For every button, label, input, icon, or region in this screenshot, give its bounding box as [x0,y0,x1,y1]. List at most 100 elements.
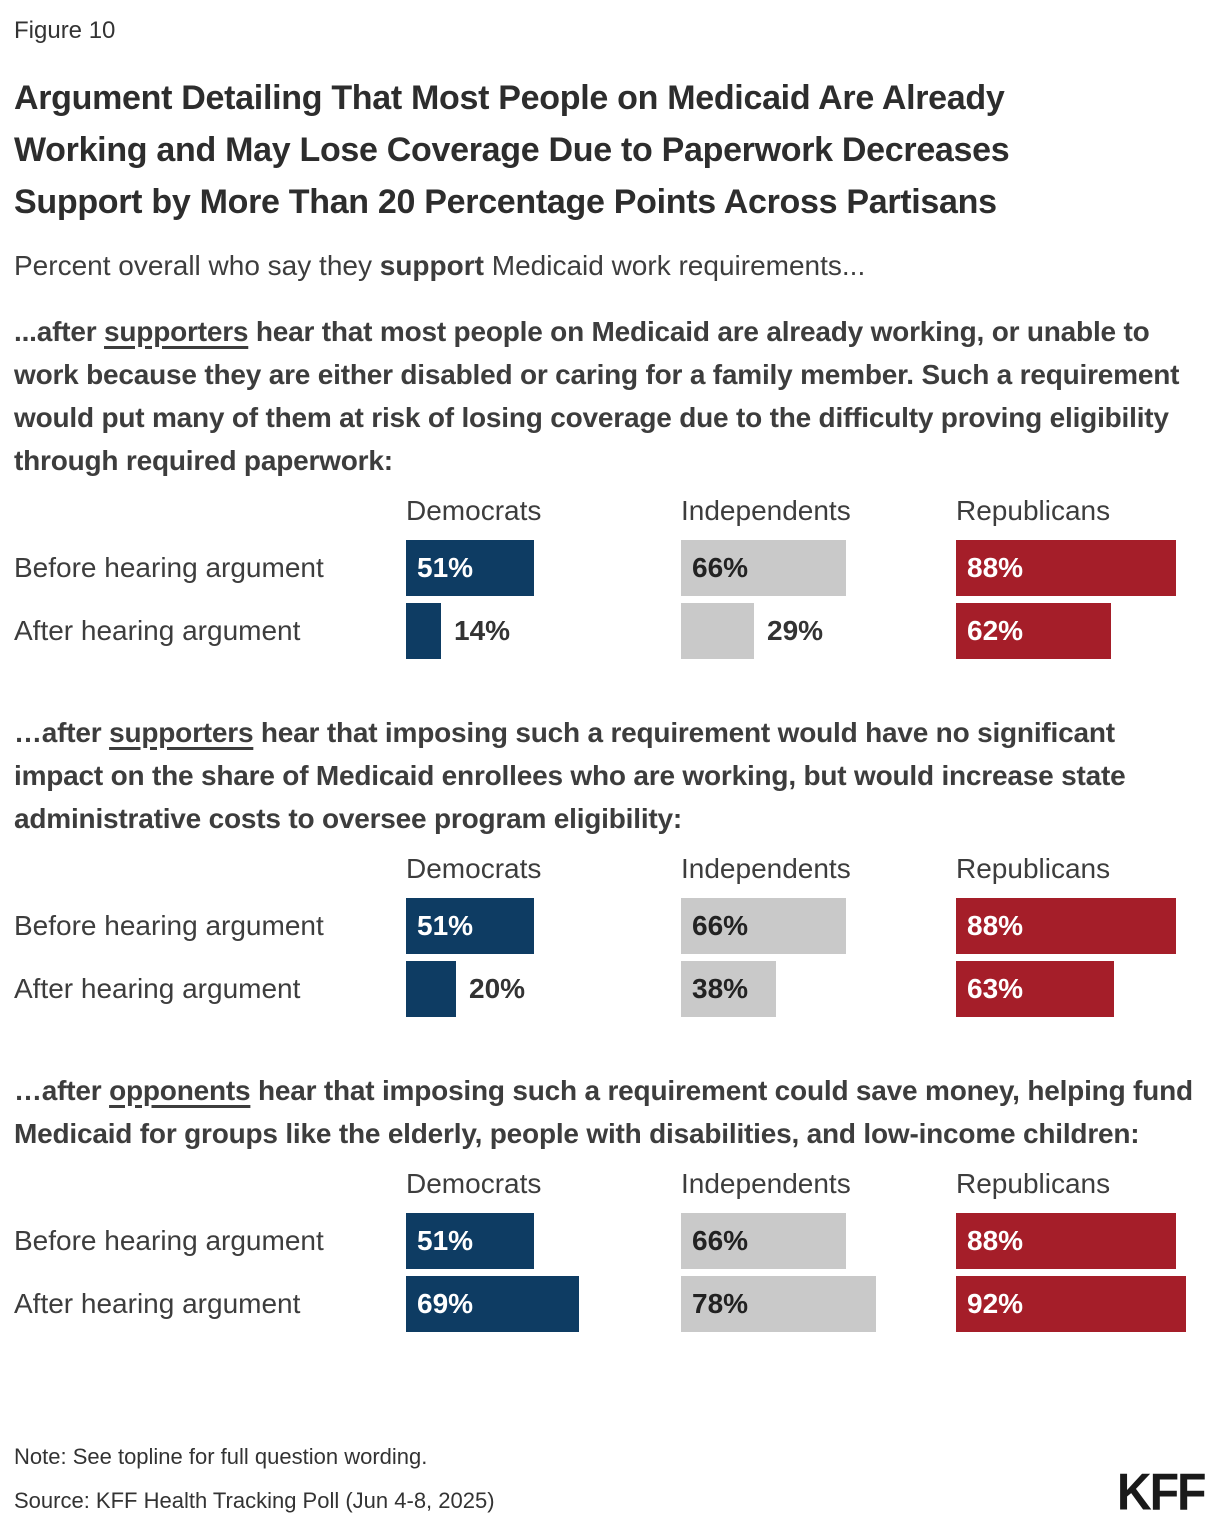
header-spacer [14,1167,406,1201]
republican-bar: 92% [956,1276,1186,1332]
independent-bar: 38% [681,961,776,1017]
bar-value-label: 66% [692,910,749,941]
bar-value-label: 62% [967,615,1024,646]
bar-value-label: 88% [967,1225,1024,1256]
kff-logo[interactable]: KFF [1116,1462,1206,1521]
republican-bar: 62% [956,603,1111,659]
party-headers: Democrats Independents Republicans [14,1167,1206,1201]
intro-text: hear that imposing such a requirement co… [14,1075,1193,1149]
row-label: After hearing argument [14,1288,301,1319]
argument-intro: …after supporters hear that imposing suc… [14,711,1206,840]
party-headers: Democrats Independents Republicans [14,852,1206,886]
intro-underlined-word: supporters [109,717,254,748]
header-spacer [14,852,406,886]
bar-cell-republicans: 88% [956,1213,1220,1269]
party-header-republicans: Republicans [956,495,1111,526]
bar-value-label: 69% [417,1288,474,1319]
independent-bar [681,603,754,659]
bar-cell-democrats: 14% [406,603,681,659]
argument-section-1: ...after supporters hear that most peopl… [14,310,1206,659]
party-header-republicans: Republicans [956,1168,1111,1199]
chart-title: Argument Detailing That Most People on M… [14,79,1010,221]
intro-text: …after [14,1075,110,1106]
bar-cell-independents: 29% [681,603,956,659]
bar-value-label: 51% [417,552,474,583]
bar-row-after: After hearing argument 14% 29% 62% [14,603,1206,659]
bar-cell-independents: 78% [681,1276,956,1332]
bar-cell-republicans: 63% [956,961,1220,1017]
bar-value-label: 63% [967,973,1024,1004]
bar-value-label: 20% [469,973,526,1004]
header-spacer [14,494,406,528]
independent-bar: 66% [681,1213,846,1269]
bar-cell-independents: 66% [681,1213,956,1269]
intro-underlined-word: supporters [104,316,249,347]
subtitle-prefix: Percent overall who say they [14,250,380,281]
republican-bar: 88% [956,1213,1176,1269]
republican-bar: 63% [956,961,1114,1017]
bar-cell-democrats: 51% [406,898,681,954]
bar-cell-democrats: 69% [406,1276,681,1332]
democrat-bar: 51% [406,540,534,596]
intro-text: …after [14,717,110,748]
bar-cell-democrats: 20% [406,961,681,1017]
party-header-independents: Independents [681,495,851,526]
footer: Note: See topline for full question word… [14,1442,495,1516]
independent-bar: 66% [681,898,846,954]
subtitle-bold-word: support [379,250,484,281]
democrat-bar [406,961,456,1017]
bar-cell-independents: 38% [681,961,956,1017]
bar-cell-republicans: 62% [956,603,1220,659]
figure-label: Figure 10 [14,17,116,44]
democrat-bar: 51% [406,1213,534,1269]
bar-cell-republicans: 88% [956,898,1220,954]
bar-value-label: 51% [417,910,474,941]
bar-cell-republicans: 88% [956,540,1220,596]
bar-value-label: 92% [967,1288,1024,1319]
bar-value-label: 66% [692,552,749,583]
argument-section-2: …after supporters hear that imposing suc… [14,711,1206,1017]
party-header-democrats: Democrats [406,495,542,526]
row-label: After hearing argument [14,615,301,646]
row-label: Before hearing argument [14,910,324,941]
footnote: Note: See topline for full question word… [14,1444,428,1469]
argument-intro: …after opponents hear that imposing such… [14,1069,1206,1155]
intro-text: hear that most people on Medicaid are al… [14,316,1180,476]
democrat-bar: 69% [406,1276,579,1332]
bar-row-before: Before hearing argument 51% 66% 88% [14,540,1206,596]
bar-value-label: 88% [967,552,1024,583]
democrat-bar [406,603,441,659]
party-header-republicans: Republicans [956,853,1111,884]
party-header-independents: Independents [681,853,851,884]
bar-value-label: 38% [692,973,749,1004]
argument-section-3: …after opponents hear that imposing such… [14,1069,1206,1332]
bar-cell-democrats: 51% [406,540,681,596]
subtitle-suffix: Medicaid work requirements... [483,250,866,281]
bar-value-label: 51% [417,1225,474,1256]
row-label: Before hearing argument [14,552,324,583]
bar-cell-independents: 66% [681,540,956,596]
intro-text: ...after [14,316,105,347]
democrat-bar: 51% [406,898,534,954]
intro-text: hear that imposing such a requirement wo… [14,717,1126,834]
bar-row-before: Before hearing argument 51% 66% 88% [14,1213,1206,1269]
source-line: Source: KFF Health Tracking Poll (Jun 4-… [14,1488,495,1513]
row-label: Before hearing argument [14,1225,324,1256]
bar-cell-independents: 66% [681,898,956,954]
party-header-democrats: Democrats [406,853,542,884]
party-header-independents: Independents [681,1168,851,1199]
bar-row-after: After hearing argument 20% 38% 63% [14,961,1206,1017]
bar-row-before: Before hearing argument 51% 66% 88% [14,898,1206,954]
republican-bar: 88% [956,540,1176,596]
bar-value-label: 66% [692,1225,749,1256]
bar-value-label: 29% [767,615,824,646]
bar-value-label: 14% [454,615,511,646]
republican-bar: 88% [956,898,1176,954]
party-headers: Democrats Independents Republicans [14,494,1206,528]
independent-bar: 78% [681,1276,876,1332]
party-header-democrats: Democrats [406,1168,542,1199]
intro-underlined-word: opponents [109,1075,251,1106]
bar-cell-democrats: 51% [406,1213,681,1269]
independent-bar: 66% [681,540,846,596]
argument-intro: ...after supporters hear that most peopl… [14,310,1206,482]
